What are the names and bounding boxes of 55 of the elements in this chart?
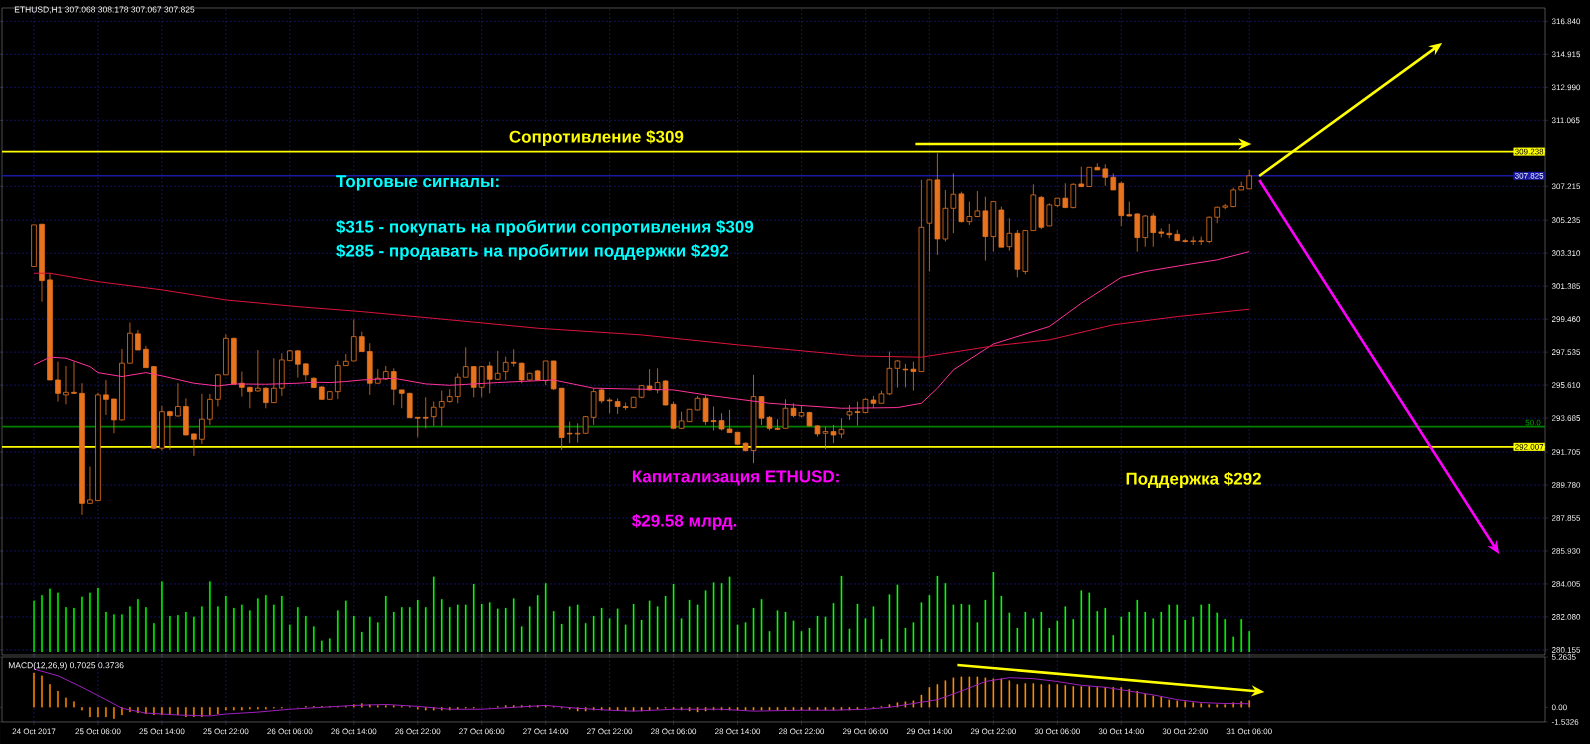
- y-tick-label: 297.535: [1551, 349, 1581, 355]
- x-tick-label: 25 Oct 06:00: [75, 728, 121, 735]
- x-tick-label: 27 Oct 06:00: [459, 728, 505, 735]
- ref-line-label: 292.007: [1515, 444, 1544, 450]
- y-tick-label: 299.460: [1551, 316, 1581, 322]
- x-tick-label: 27 Oct 14:00: [523, 728, 569, 735]
- y-tick-label: 284.005: [1551, 581, 1581, 587]
- x-tick-label: 27 Oct 22:00: [587, 728, 633, 735]
- annotation: $29.58 млрд.: [632, 513, 737, 531]
- text: MACD(12,26,9) 0.7025 0.3736: [8, 662, 124, 670]
- x-tick-label: 30 Oct 14:00: [1098, 728, 1144, 735]
- annotation: $315 - покупать на пробитии сопротивления $309: [336, 219, 754, 237]
- annotation: Сопротивление $309: [509, 129, 684, 147]
- x-tick-label: 26 Oct 14:00: [331, 728, 377, 735]
- y-tick-label: 291.705: [1551, 449, 1581, 455]
- y-tick-label: 289.780: [1551, 482, 1581, 488]
- annotation: 50.0: [1525, 419, 1541, 426]
- x-tick-label: 29 Oct 22:00: [970, 728, 1016, 735]
- y-tick-label: 0.00: [1551, 704, 1567, 711]
- x-tick-label: 26 Oct 22:00: [395, 728, 441, 735]
- y-tick-label: 5.2635: [1551, 654, 1576, 660]
- x-tick-label: 28 Oct 22:00: [779, 728, 825, 735]
- x-tick-label: 29 Oct 06:00: [842, 728, 889, 735]
- y-tick-label: 282.080: [1551, 614, 1581, 620]
- y-tick-label: 314.915: [1551, 51, 1581, 58]
- y-tick-label: 316.840: [1551, 18, 1581, 25]
- y-tick-label: 303.310: [1551, 250, 1581, 257]
- y-tick-label: 287.855: [1551, 515, 1581, 521]
- y-tick-label: 305.235: [1551, 217, 1581, 224]
- annotation: Поддержка $292: [1126, 471, 1261, 489]
- annotation: $285 - продавать на пробитии поддержки $292: [336, 243, 729, 261]
- x-tick-label: 28 Oct 14:00: [715, 728, 761, 735]
- x-tick-label: 28 Oct 06:00: [651, 728, 697, 735]
- x-tick-label: 24 Oct 2017: [12, 728, 56, 735]
- x-tick-label: 31 Oct 06:00: [1226, 728, 1272, 735]
- y-tick-label: 311.065: [1551, 117, 1580, 124]
- y-tick-label: 295.610: [1551, 382, 1581, 388]
- y-tick-label: 301.385: [1551, 283, 1581, 289]
- y-tick-label: 293.685: [1551, 415, 1581, 421]
- annotation: Торговые сигналы:: [336, 175, 499, 191]
- y-tick-label: 307.215: [1551, 183, 1581, 190]
- y-tick-label: 312.990: [1551, 84, 1581, 91]
- x-tick-label: 25 Oct 14:00: [139, 728, 185, 735]
- chart-title: ETHUSD,H1 307.068 308.178 307.067 307.825: [14, 6, 195, 14]
- y-tick-label: 285.930: [1551, 548, 1581, 554]
- x-tick-label: 30 Oct 06:00: [1034, 728, 1080, 735]
- x-tick-label: 26 Oct 06:00: [267, 728, 313, 735]
- y-tick-label: -1.5326: [1551, 719, 1579, 725]
- x-tick-label: 30 Oct 22:00: [1162, 728, 1208, 735]
- x-tick-label: 29 Oct 14:00: [906, 728, 952, 735]
- y-tick-label: 280.155: [1551, 647, 1581, 653]
- x-tick-label: 25 Oct 22:00: [203, 728, 249, 735]
- ref-line-label: 307.825: [1514, 172, 1544, 179]
- annotation: Капитализация ETHUSD:: [632, 470, 839, 486]
- ref-line-label: 309.238: [1514, 148, 1544, 155]
